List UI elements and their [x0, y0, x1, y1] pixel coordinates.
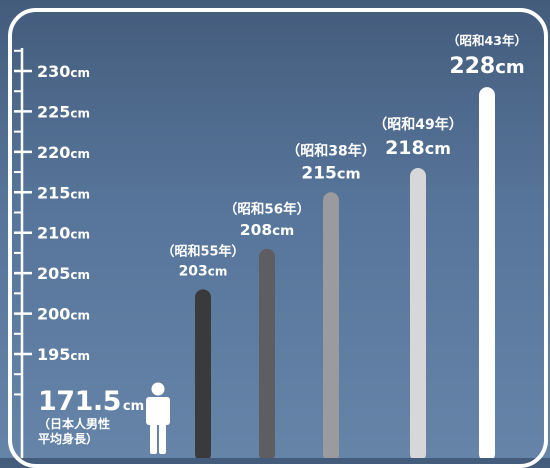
height-bar-chart: 195cm 200cm 205cm 210cm 215cm 220cm 225cm 230cm… — [14, 33, 527, 458]
era-label: （昭和43年） — [447, 33, 527, 48]
y-axis: 195cm 200cm 205cm 210cm 215cm 220cm 225cm 230cm — [14, 48, 90, 458]
era-label: （昭和38年） — [286, 142, 375, 159]
era-label: （昭和56年） — [224, 200, 310, 217]
y-tick-label: 220cm — [37, 143, 90, 162]
era-label: （昭和49年） — [373, 116, 462, 133]
y-tick-label: 225cm — [37, 102, 90, 121]
value-label: 228cm — [449, 54, 524, 79]
value-label: 218cm — [385, 137, 451, 159]
value-label: 208cm — [240, 221, 294, 239]
value-label: 215cm — [301, 163, 360, 183]
era-label: （昭和55年） — [161, 243, 244, 259]
person-icon — [146, 382, 170, 454]
average-height-value: 171.5 — [38, 386, 121, 417]
average-height-unit: cm — [122, 399, 145, 414]
bars — [195, 87, 495, 458]
y-tick-label: 205cm — [37, 264, 90, 283]
average-height-block: 171.5 cm （日本人男性 平均身長） — [38, 386, 144, 447]
average-caption-line1: （日本人男性 — [38, 417, 111, 431]
y-tick-label: 215cm — [37, 183, 90, 202]
average-caption-line2: 平均身長） — [38, 432, 99, 446]
y-tick-label: 210cm — [37, 224, 90, 243]
bar-labels: （昭和55年） 203cm （昭和56年） 208cm （昭和38年） 215cm （昭和4… — [161, 33, 527, 279]
y-tick-label: 200cm — [37, 305, 90, 324]
y-tick-label: 230cm — [37, 62, 90, 81]
y-tick-label: 195cm — [37, 345, 90, 364]
value-label: 203cm — [179, 263, 228, 279]
